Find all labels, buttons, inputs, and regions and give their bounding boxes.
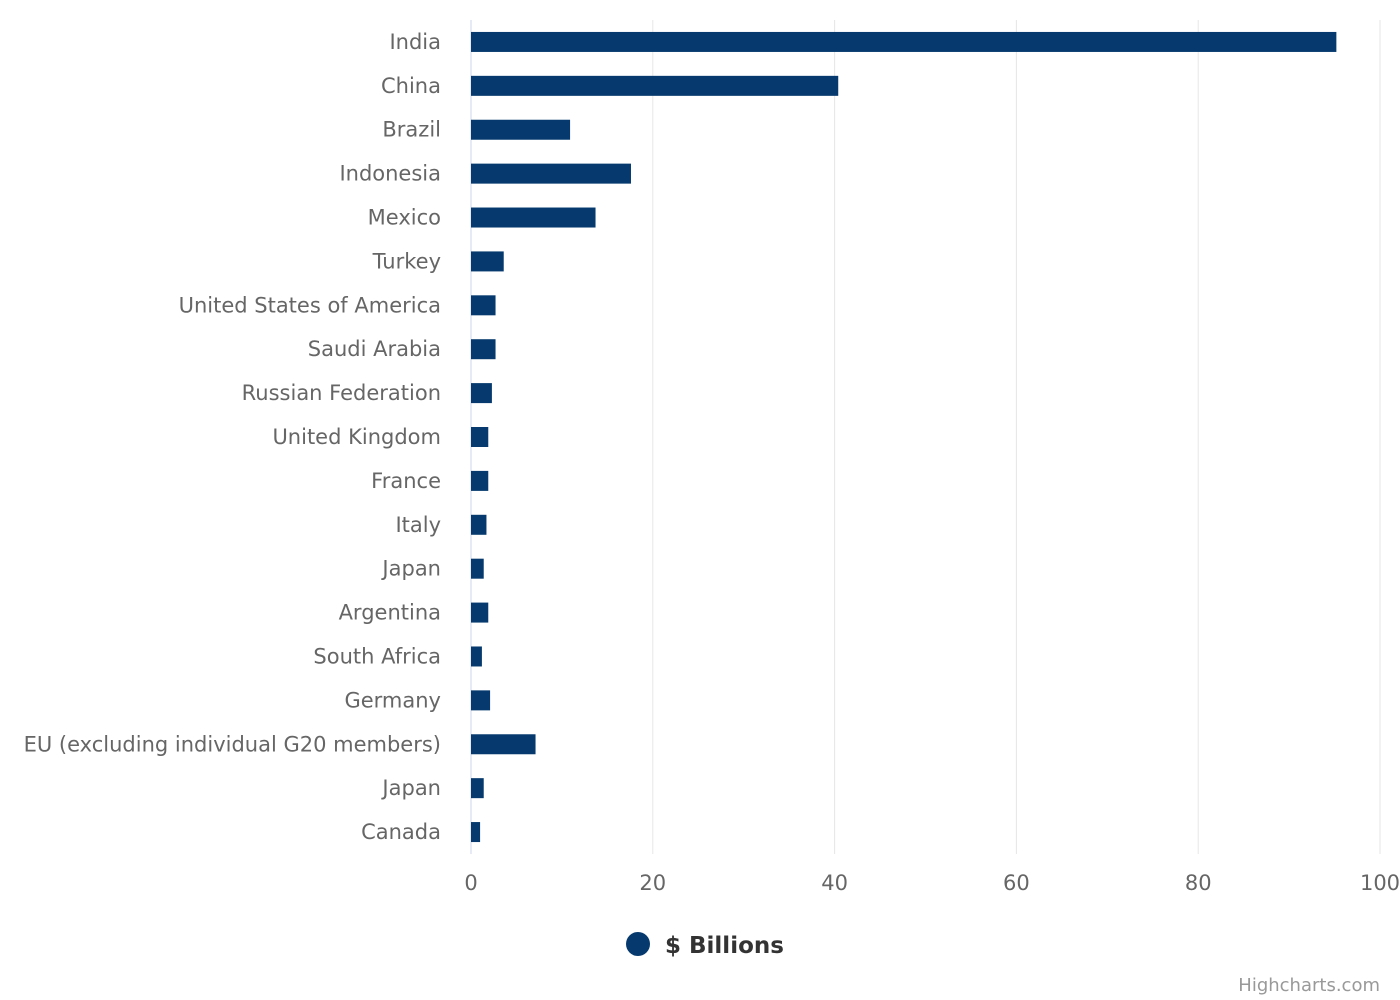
gridlines: [652, 20, 1381, 854]
category-label: Indonesia: [339, 162, 441, 186]
bar[interactable]: [471, 31, 1337, 52]
bar[interactable]: [471, 602, 489, 623]
bar[interactable]: [471, 119, 571, 140]
bar[interactable]: [471, 470, 489, 491]
category-label: Japan: [380, 557, 441, 581]
category-label: Turkey: [372, 249, 441, 273]
category-label: United States of America: [179, 293, 441, 317]
x-tick-label: 80: [1185, 871, 1212, 895]
category-label: Brazil: [382, 118, 441, 142]
bar[interactable]: [471, 514, 487, 535]
bar[interactable]: [471, 558, 484, 579]
category-labels: India China Brazil Indonesia Mexico Turkey Uni…: [24, 30, 441, 844]
bar[interactable]: [471, 163, 631, 184]
category-label: South Africa: [313, 644, 441, 668]
bar[interactable]: [471, 778, 484, 799]
x-axis-tick-labels: 0 20 40 60 80 100: [464, 871, 1400, 895]
x-tick-label: 100: [1360, 871, 1400, 895]
bar[interactable]: [471, 427, 489, 447]
bar[interactable]: [471, 822, 481, 843]
category-label: France: [371, 469, 441, 493]
category-label: United Kingdom: [272, 425, 441, 449]
category-label: Italy: [395, 513, 441, 537]
legend-symbol[interactable]: [626, 932, 650, 956]
bar[interactable]: [471, 383, 492, 404]
bar[interactable]: [471, 75, 839, 96]
bar[interactable]: [471, 207, 596, 228]
bar[interactable]: [471, 646, 482, 667]
x-tick-label: 0: [464, 871, 477, 895]
category-label: Mexico: [368, 206, 441, 230]
bar[interactable]: [471, 251, 504, 272]
category-label: Argentina: [339, 601, 441, 625]
credits-link[interactable]: Highcharts.com: [1238, 975, 1380, 996]
category-label: India: [389, 30, 441, 54]
bar[interactable]: [471, 734, 536, 755]
x-tick-label: 40: [821, 871, 848, 895]
bar[interactable]: [471, 339, 496, 360]
category-label: China: [381, 74, 441, 98]
x-tick-label: 20: [639, 871, 666, 895]
legend[interactable]: $ Billions: [626, 932, 784, 959]
bar[interactable]: [471, 295, 496, 316]
x-tick-label: 60: [1003, 871, 1030, 895]
category-label: Germany: [344, 688, 441, 712]
bar[interactable]: [471, 690, 491, 711]
category-label: Japan: [380, 776, 441, 800]
category-label: Canada: [361, 820, 441, 844]
category-label: EU (excluding individual G20 members): [24, 732, 441, 756]
category-label: Saudi Arabia: [308, 337, 441, 361]
bar-series: [471, 31, 1337, 843]
category-label: Russian Federation: [242, 381, 441, 405]
legend-item-label[interactable]: $ Billions: [665, 933, 784, 959]
